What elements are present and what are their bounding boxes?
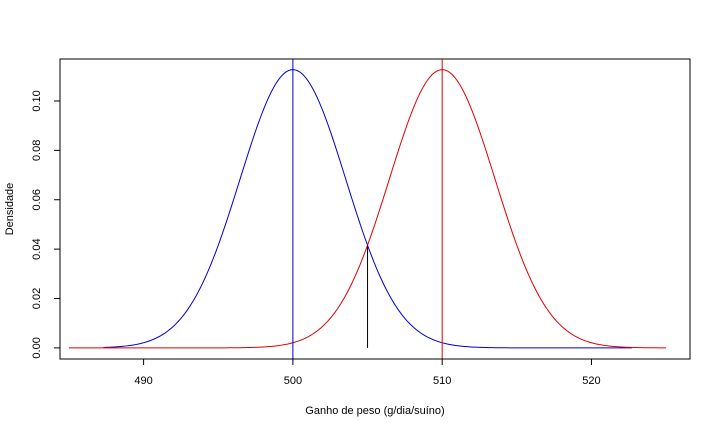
x-tick-label: 500: [284, 375, 302, 387]
plot-frame: [59, 58, 691, 360]
x-axis: 490 500 510 520: [134, 358, 601, 387]
y-tick-label: 0.10: [31, 90, 43, 111]
x-axis-title: Ganho de peso (g/dia/suíno): [305, 405, 444, 417]
y-tick-label: 0.00: [31, 337, 43, 358]
y-tick-label: 0.08: [31, 140, 43, 161]
y-tick-label: 0.02: [31, 288, 43, 309]
y-tick-label: 0.06: [31, 189, 43, 210]
chart-marks: [68, 59, 667, 359]
x-tick-label: 490: [134, 375, 152, 387]
y-tick-label: 0.04: [31, 238, 43, 259]
x-tick-label: 510: [433, 375, 451, 387]
y-axis-title: Densidade: [4, 183, 16, 236]
x-tick-label: 520: [582, 375, 600, 387]
y-axis: 0.00 0.02 0.04 0.06 0.08 0.10: [31, 90, 61, 359]
